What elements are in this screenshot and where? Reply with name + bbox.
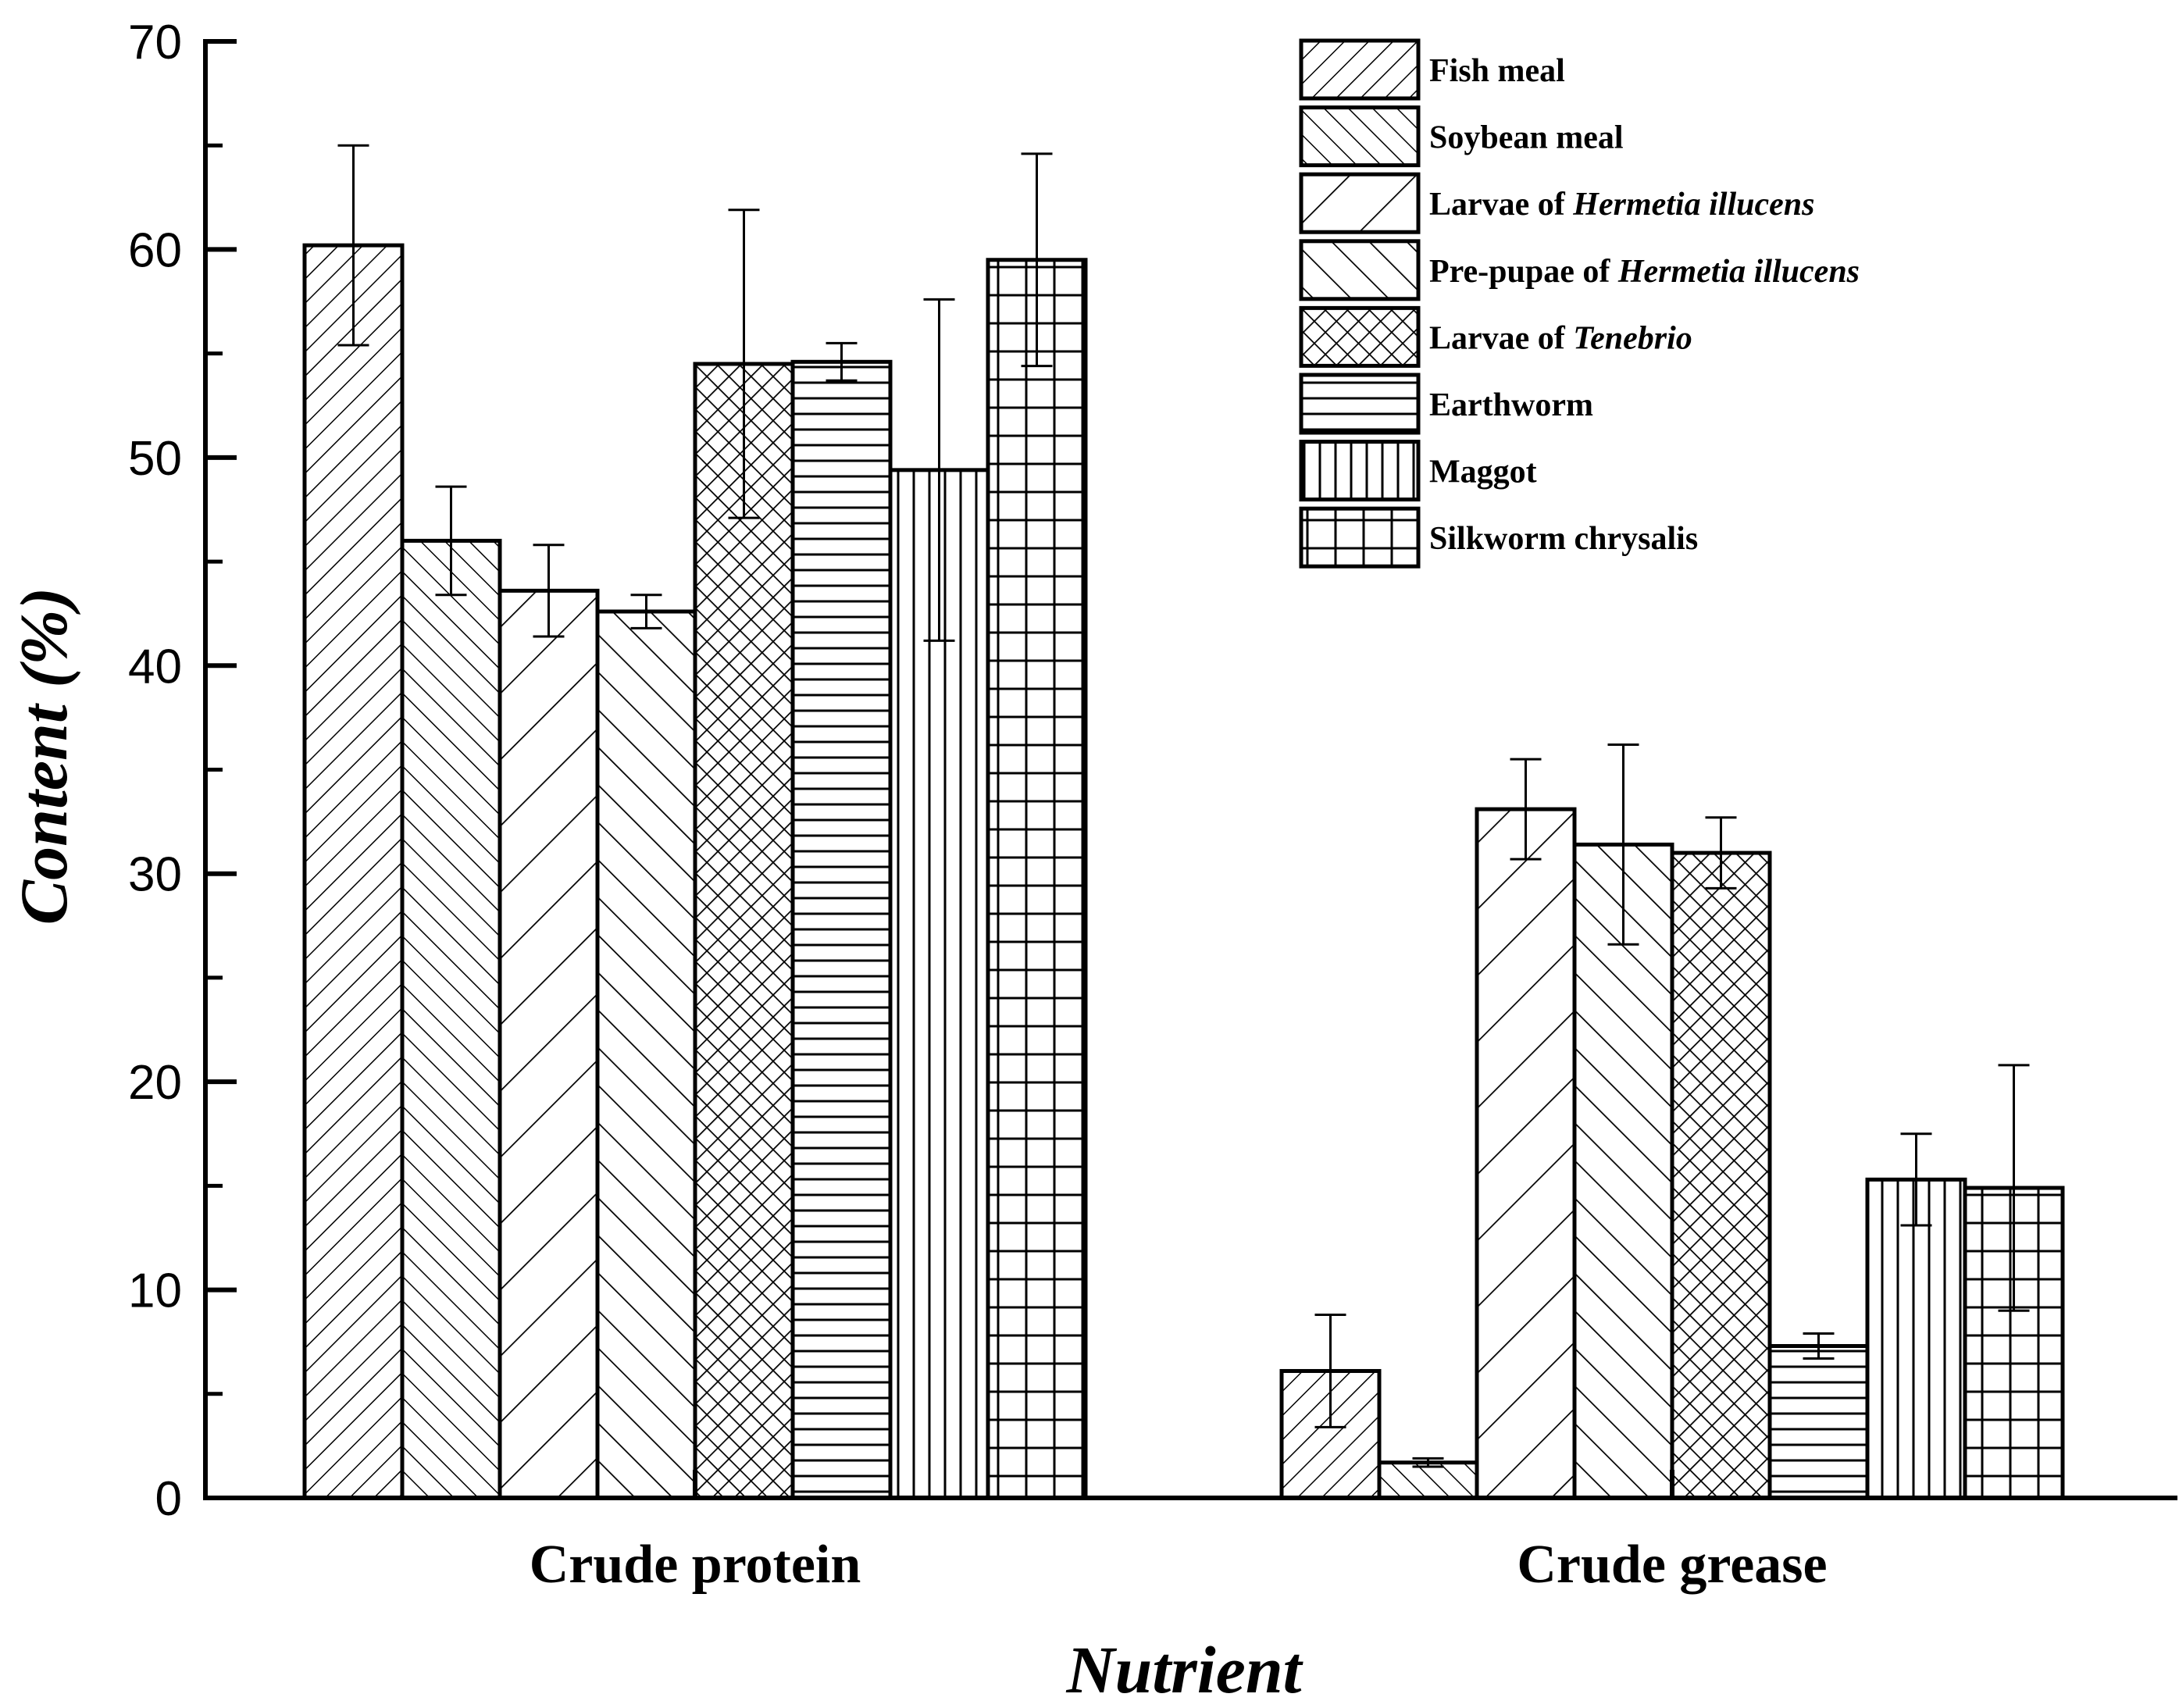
bar [986,258,1088,1500]
legend-swatch [1299,440,1421,502]
error-bar [1021,152,1053,368]
bar [1475,807,1577,1500]
bars [302,243,2065,1500]
error-bar [1314,1314,1346,1428]
bar [595,609,697,1500]
y-tick-label: 30 [128,848,182,902]
legend-item: Silkworm chrysalis [1299,506,1698,569]
legend-label: Earthworm [1429,387,1593,423]
x-axis-title: Nutrient [1065,1632,1303,1707]
legend-item: Fish meal [1299,38,1565,101]
y-tick-label: 0 [155,1472,182,1526]
legend: Fish meal Soybean meal Larvae of Hermetia … [1299,38,1860,569]
bar [400,538,502,1500]
bar [693,362,795,1500]
error-bar [1900,1132,1932,1227]
legend-label: Maggot [1429,455,1537,490]
legend-item: Pre-pupae of Hermetia illucens [1299,239,1860,301]
legend-swatch [1299,373,1421,435]
error-bar [533,544,565,638]
error-bar [1607,743,1639,946]
y-tick-label: 10 [128,1264,182,1318]
y-axis-title: Content (%) [6,587,81,925]
legend-label: Larvae of Tenebrio [1429,320,1692,356]
error-bar [923,298,955,642]
bar [1865,1177,1967,1500]
legend-item: Earthworm [1299,373,1593,435]
error-bar [435,485,467,597]
y-tick-label: 70 [128,16,182,70]
error-bar [1412,1457,1444,1468]
error-bar [728,209,760,519]
y-tick-label: 60 [128,223,182,277]
legend-swatch [1299,105,1421,168]
legend-swatch [1299,172,1421,234]
error-bar [826,341,858,382]
legend-swatch [1299,38,1421,101]
legend-item: Larvae of Hermetia illucens [1299,172,1814,234]
legend-swatch [1299,239,1421,301]
error-bar [1803,1332,1835,1360]
legend-label: Pre-pupae of Hermetia illucens [1429,254,1860,290]
legend-item: Larvae of Tenebrio [1299,305,1692,368]
legend-item: Maggot [1299,440,1537,502]
bar [302,243,405,1500]
legend-label: Larvae of Hermetia illucens [1429,187,1814,223]
legend-label: Silkworm chrysalis [1429,521,1698,557]
bar [1767,1344,1870,1500]
y-tick-label: 50 [128,432,182,486]
x-axis-categories: Crude protein Crude grease [530,1470,1828,1595]
legend-swatch [1299,305,1421,368]
error-bar [1705,816,1737,890]
legend-label: Soybean meal [1429,120,1624,156]
error-bar [630,594,662,629]
legend-item: Soybean meal [1299,105,1624,168]
error-bar [337,144,369,347]
x-category-label: Crude grease [1517,1535,1827,1595]
error-bar [1998,1064,2030,1312]
bar [497,588,600,1500]
legend-label: Fish meal [1429,53,1565,89]
bar [790,359,893,1500]
y-tick-label: 20 [128,1056,182,1110]
error-bars [337,144,2030,1468]
y-tick-label: 40 [128,640,182,694]
y-axis-ticks: 0 10 20 30 40 50 60 70 [128,16,237,1526]
error-bar [1510,758,1542,861]
bar [1670,850,1772,1500]
legend-swatch [1299,506,1421,569]
x-category-label: Crude protein [530,1535,861,1595]
